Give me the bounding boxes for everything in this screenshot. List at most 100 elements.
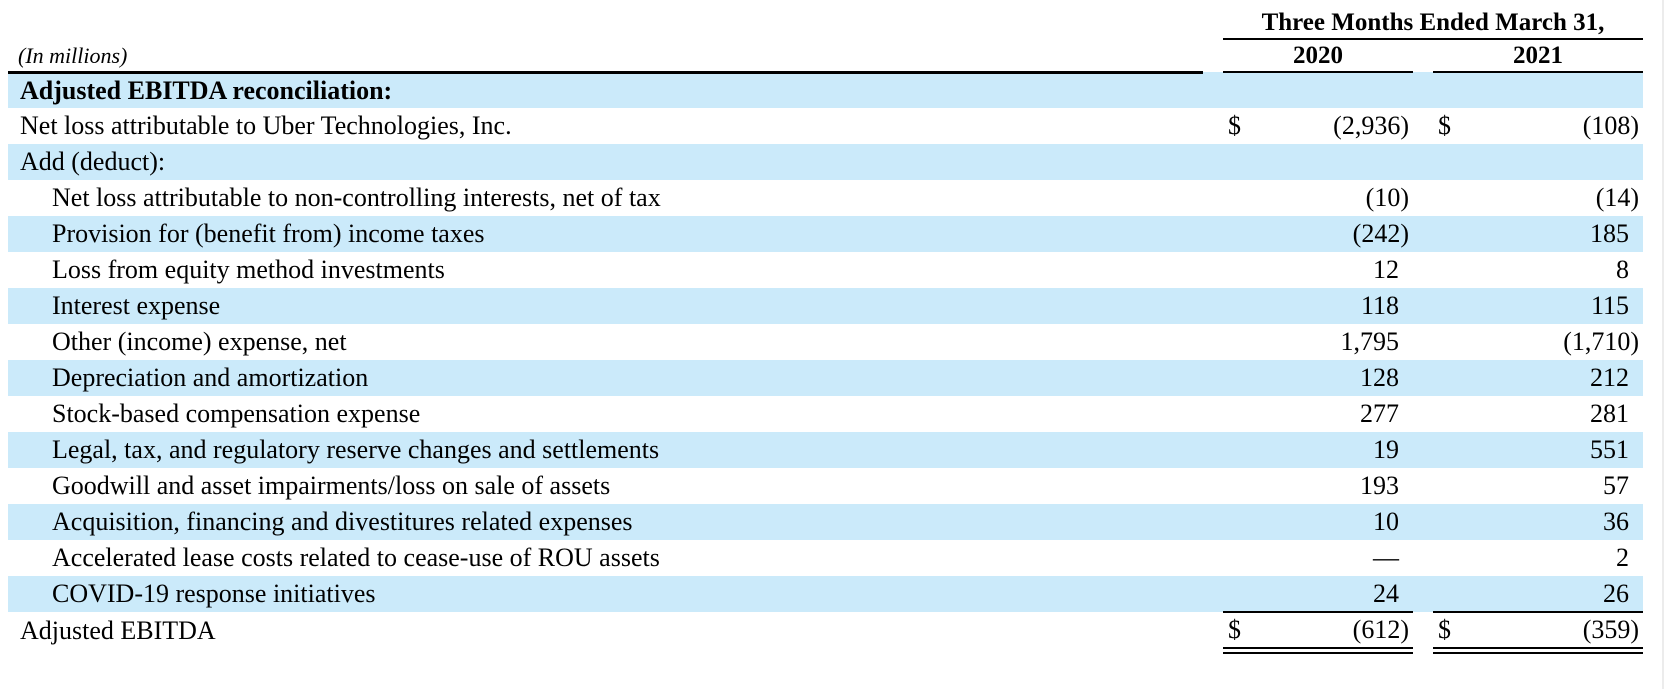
value-2020: 193 [1223, 468, 1413, 504]
amount-2021: (359) [1582, 614, 1640, 644]
value-2021: 57 [1433, 468, 1643, 504]
amount-2020: (10) [1365, 183, 1409, 212]
table-row-total: Adjusted EBITDA $ (612) $ (359) [8, 612, 1644, 654]
row-label: Net loss attributable to non-controlling… [52, 183, 661, 212]
table-row: Stock-based compensation expense 277 281 [8, 396, 1643, 432]
row-label: COVID-19 response initiatives [8, 576, 1203, 612]
value-2021: 551 [1433, 432, 1644, 468]
dollar-sign: $ [1228, 614, 1241, 644]
column-header-row: (In millions) 2020 2021 [8, 39, 1644, 74]
table-row: Other (income) expense, net 1,795 (1,710… [8, 324, 1643, 360]
value-2021: (14) [1433, 180, 1643, 216]
value-2021: 8 [1433, 252, 1643, 288]
row-label: Stock-based compensation expense [52, 399, 421, 428]
dollar-sign: $ [1228, 111, 1241, 140]
value-2021: 115 [1433, 288, 1644, 324]
table-row: Legal, tax, and regulatory reserve chang… [8, 432, 1644, 468]
value-2020: 277 [1223, 396, 1413, 432]
row-label: Loss from equity method investments [52, 255, 445, 284]
amount-2020: 118 [1360, 291, 1399, 320]
table-row: Add (deduct): [8, 144, 1644, 180]
value-2020: $ (612) [1223, 612, 1413, 654]
amount-2020: — [1373, 543, 1399, 572]
period-header: Three Months Ended March 31, [1223, 8, 1644, 40]
amount-2021: (108) [1582, 111, 1640, 140]
year-2021-header: 2021 [1433, 39, 1644, 73]
value-2020: 118 [1223, 288, 1413, 324]
amount-2020: 277 [1360, 399, 1399, 428]
amount-2020: 19 [1373, 435, 1399, 464]
table-row: Net loss attributable to non-controlling… [8, 180, 1643, 216]
amount-2020: 1,795 [1340, 327, 1400, 356]
row-label: Accelerated lease costs related to cease… [52, 543, 660, 572]
table-row: Provision for (benefit from) income taxe… [8, 216, 1644, 252]
table-row: Loss from equity method investments 12 8 [8, 252, 1643, 288]
year-2020-header: 2020 [1223, 39, 1413, 73]
value-2020: $ (2,936) [1223, 108, 1413, 144]
row-label: Depreciation and amortization [8, 360, 1203, 396]
table-row: Net loss attributable to Uber Technologi… [8, 108, 1643, 144]
value-2021 [1433, 144, 1644, 180]
row-label: Provision for (benefit from) income taxe… [8, 216, 1203, 252]
period-header-row: Three Months Ended March 31, [8, 8, 1644, 40]
value-2021: 212 [1433, 360, 1644, 396]
value-2021: 281 [1433, 396, 1643, 432]
amount-2021: 551 [1590, 435, 1630, 464]
amount-2020: 10 [1373, 507, 1399, 536]
row-label: Adjusted EBITDA reconciliation: [8, 72, 1203, 108]
value-2021: 185 [1433, 216, 1644, 252]
amount-2020: (2,936) [1333, 111, 1409, 140]
value-2020: 1,795 [1223, 324, 1413, 360]
amount-2021: 185 [1590, 219, 1630, 248]
value-2020: 10 [1223, 504, 1413, 540]
value-2020: (242) [1223, 216, 1413, 252]
amount-2021: 2 [1616, 543, 1630, 572]
amount-2020: (242) [1352, 219, 1409, 248]
amount-2020: (612) [1352, 614, 1409, 644]
table-row: COVID-19 response initiatives 24 26 [8, 576, 1644, 613]
table-row: Goodwill and asset impairments/loss on s… [8, 468, 1643, 504]
row-label: Goodwill and asset impairments/loss on s… [52, 471, 611, 500]
value-2021: 36 [1433, 504, 1644, 540]
dollar-sign: $ [1438, 111, 1451, 140]
value-2020: 19 [1223, 432, 1413, 468]
amount-2021: 57 [1603, 471, 1630, 500]
table-row: Adjusted EBITDA reconciliation: [8, 72, 1644, 108]
value-2021: $ (359) [1433, 612, 1644, 654]
table-row: Interest expense 118 115 [8, 288, 1644, 324]
amount-2020: 12 [1373, 255, 1399, 284]
row-label: Adjusted EBITDA [20, 616, 216, 645]
unit-note: (In millions) [8, 39, 1203, 74]
amount-2021: (14) [1595, 183, 1640, 212]
value-2021: 2 [1433, 540, 1643, 576]
amount-2021: 8 [1616, 255, 1630, 284]
value-2020: 12 [1223, 252, 1413, 288]
amount-2021: 115 [1590, 291, 1630, 320]
row-label: Net loss attributable to Uber Technologi… [20, 111, 512, 140]
row-label: Other (income) expense, net [52, 327, 347, 356]
row-label: Legal, tax, and regulatory reserve chang… [8, 432, 1203, 468]
amount-2021: 212 [1590, 363, 1630, 392]
value-2020: — [1223, 540, 1413, 576]
value-2021: $ (108) [1433, 108, 1643, 144]
ebitda-reconciliation-table: Three Months Ended March 31, (In million… [8, 8, 1644, 654]
row-label: Add (deduct): [8, 144, 1203, 180]
amount-2020: 128 [1360, 363, 1399, 392]
amount-2021: 281 [1590, 399, 1630, 428]
value-2020: 128 [1223, 360, 1413, 396]
amount-2020: 24 [1373, 578, 1399, 608]
value-2020: 24 [1223, 576, 1413, 613]
table-row: Depreciation and amortization 128 212 [8, 360, 1644, 396]
amount-2021: 26 [1603, 578, 1630, 608]
value-2021: (1,710) [1433, 324, 1643, 360]
value-2020: (10) [1223, 180, 1413, 216]
value-2021 [1433, 72, 1644, 108]
amount-2021: (1,710) [1563, 327, 1640, 356]
value-2020 [1223, 144, 1413, 180]
table-row: Accelerated lease costs related to cease… [8, 540, 1643, 576]
row-label: Interest expense [8, 288, 1203, 324]
table-row: Acquisition, financing and divestitures … [8, 504, 1644, 540]
page-edge-divider [1662, 0, 1664, 689]
dollar-sign: $ [1438, 614, 1451, 644]
